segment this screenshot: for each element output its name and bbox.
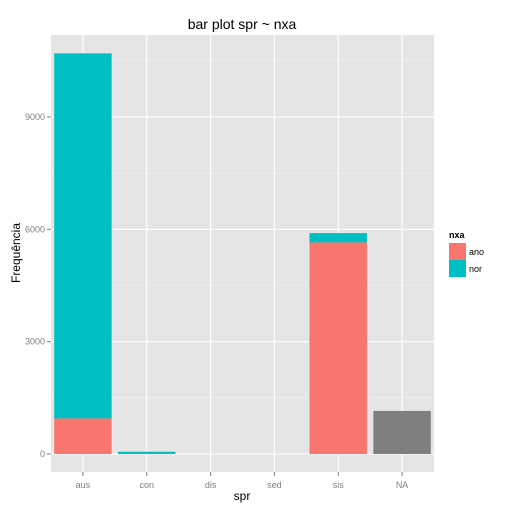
legend-swatch-ano [449,243,466,260]
bar-aus-nor [54,53,112,419]
x-axis: aus con dis sed sis NA [76,472,409,490]
bar-sis-nor [309,233,367,243]
x-tick-label: con [139,480,154,490]
legend-title: nxa [449,230,466,240]
x-tick-label: dis [205,480,217,490]
x-tick-label: sis [333,480,344,490]
y-tick-label: 0 [40,449,45,459]
y-axis-title: Frequência [9,223,23,283]
y-axis: 0 3000 6000 9000 [25,112,51,459]
plot-panel [51,35,434,472]
bar-con-nor [118,451,176,454]
bar-sis-ano [309,242,367,454]
y-tick-label: 3000 [25,337,45,347]
x-tick-label: sed [267,480,282,490]
y-tick-label: 6000 [25,224,45,234]
x-axis-title: spr [234,489,251,503]
x-tick-label: NA [396,480,409,490]
y-tick-label: 9000 [25,112,45,122]
legend: nxa ano nor [449,230,484,277]
legend-swatch-nor [449,260,466,277]
bar-NA-NA [373,410,431,454]
bar-aus-ano [54,418,112,454]
chart-title: bar plot spr ~ nxa [188,16,297,32]
legend-label-ano: ano [469,247,484,257]
x-tick-label: aus [76,480,91,490]
legend-label-nor: nor [469,264,482,274]
bars [54,53,431,454]
